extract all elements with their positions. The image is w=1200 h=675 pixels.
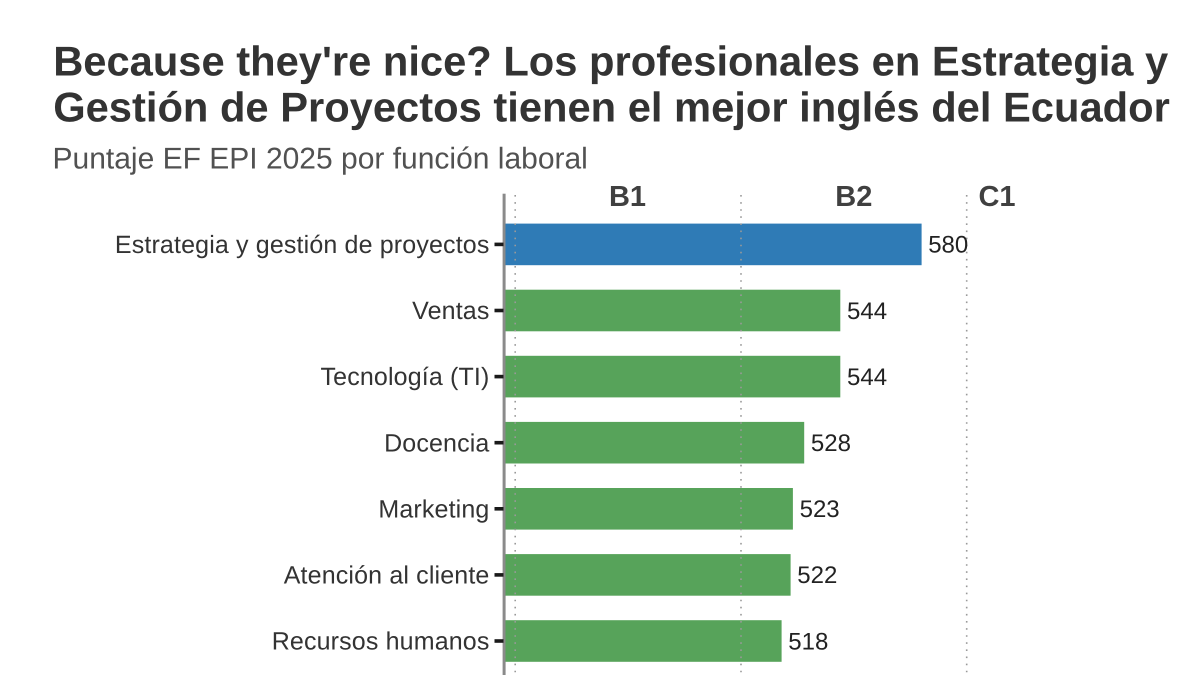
svg-text:B2: B2 [835, 181, 872, 213]
svg-text:C1: C1 [978, 181, 1015, 213]
svg-text:544: 544 [847, 298, 887, 325]
svg-text:Ventas: Ventas [412, 297, 489, 325]
svg-text:Recursos humanos: Recursos humanos [272, 628, 490, 656]
svg-text:Tecnología (TI): Tecnología (TI) [321, 363, 490, 391]
svg-text:544: 544 [847, 364, 887, 391]
svg-text:B1: B1 [609, 181, 646, 213]
svg-text:Marketing: Marketing [378, 495, 489, 523]
svg-text:Atención al cliente: Atención al cliente [284, 562, 490, 590]
svg-text:580: 580 [928, 232, 968, 259]
svg-text:Estrategia y gestión de proyec: Estrategia y gestión de proyectos [115, 231, 490, 259]
svg-text:Puntaje EF EPI 2025 por funció: Puntaje EF EPI 2025 por función laboral [53, 143, 588, 176]
svg-text:522: 522 [797, 562, 837, 589]
svg-text:523: 523 [800, 496, 840, 523]
svg-text:Docencia: Docencia [384, 429, 489, 457]
svg-text:528: 528 [811, 430, 851, 457]
svg-text:Gestión de Proyectos tienen el: Gestión de Proyectos tienen el mejor ing… [53, 83, 1170, 130]
svg-text:Because they're nice? Los prof: Because they're nice? Los profesionales … [53, 38, 1168, 85]
svg-text:518: 518 [788, 628, 828, 655]
